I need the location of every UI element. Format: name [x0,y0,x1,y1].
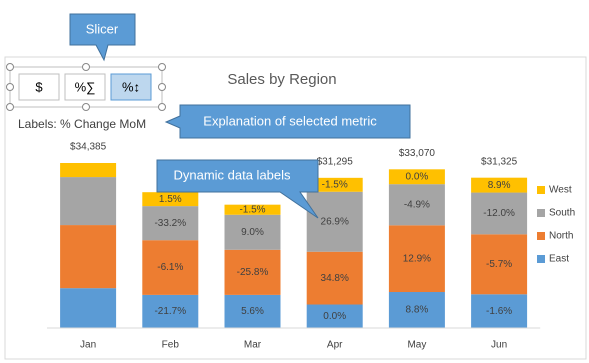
bar-segment [60,288,117,328]
total-label: $34,385 [70,142,107,153]
slicer-button[interactable] [18,73,60,101]
slicer-button[interactable] [64,73,106,101]
total-label: $33,070 [399,148,436,159]
handle [6,83,14,91]
bar-segment [306,304,363,328]
bar-segment [224,214,281,250]
slicer-button-label[interactable]: $ [35,79,43,94]
x-tick-label: Feb [162,340,180,351]
handle [6,103,14,111]
data-label: -12.0% [483,208,515,219]
legend-label: West [549,185,572,196]
handle [82,103,90,111]
bar-segment [388,225,445,293]
bar-segment [388,184,445,226]
callouts: Slicer Explanation of selected metric Dy… [69,13,411,219]
bar-segment [306,177,363,192]
callout-shape [156,159,319,219]
data-label: 34.8% [321,273,349,284]
x-tick-label: Mar [244,340,262,351]
data-label: -21.7% [154,306,186,317]
data-label: 9.0% [241,227,264,238]
x-tick-label: Jun [491,340,507,351]
data-label: -1.6% [486,306,512,317]
data-label: -6.1% [157,262,183,273]
bar-segment [306,191,363,252]
data-label: -4.9% [404,199,430,210]
callout-shape [69,13,136,62]
x-tick-label: Apr [327,340,343,351]
slicer-button[interactable] [110,73,152,101]
callout-shape [164,104,411,139]
handle [158,63,166,71]
subtitle: Labels: % Change MoM [18,117,146,131]
bar-segment [388,169,445,185]
total-label: $31,325 [481,156,518,167]
bar-segment [224,294,281,328]
data-label: -1.5% [239,204,265,215]
data-label: 26.9% [321,216,349,227]
bar-segment [142,294,199,328]
handle [6,63,14,71]
bar-segment [142,206,199,241]
callout: Explanation of selected metric [203,113,377,128]
slicer: $ %∑ %↕ [6,63,166,111]
data-label: -25.8% [237,267,269,278]
slicer-button-label[interactable]: %↕ [122,79,140,94]
data-label: 5.6% [241,306,264,317]
legend-label: East [549,254,569,265]
bar-segment [388,292,445,328]
legend-swatch [537,209,545,217]
handle [158,103,166,111]
bar-segment [224,249,281,295]
legend-label: North [549,231,573,242]
data-label: 0.0% [406,171,429,182]
data-label: 8.9% [488,180,511,191]
chart-title: Sales by Region [227,71,336,88]
bar-segment [471,234,528,295]
x-tick-label: Jan [80,340,96,351]
data-label: -33.2% [154,218,186,229]
bar-segment [471,177,528,193]
bar-segment [471,294,528,328]
bar-segment [224,204,281,215]
total-label: $31,295 [317,156,354,167]
legend-swatch [537,255,545,263]
bar-segment [60,177,117,226]
data-label: -5.7% [486,259,512,270]
callout: Dynamic data labels [173,167,291,182]
handle [82,63,90,71]
legend-swatch [537,186,545,194]
bar-segment [471,192,528,235]
legend-label: South [549,208,575,219]
handle [158,83,166,91]
x-tick-label: May [407,340,426,351]
bar-segment [60,163,117,178]
bar-segment [306,251,363,305]
data-label: 1.5% [159,194,182,205]
data-label: 12.9% [403,253,431,264]
bar-segment [142,240,199,295]
slicer-button-label[interactable]: %∑ [75,79,96,94]
data-label: -1.5% [322,179,348,190]
callout: Slicer [86,21,119,36]
plot: $34,385 Jan -21.7% -6.1% -33.2% 1.5% Feb 5.6% -2… [47,142,575,351]
bar-segment [142,192,199,207]
data-label: 0.0% [323,311,346,322]
data-label: 8.8% [406,305,429,316]
bar-segment [60,225,117,289]
legend-swatch [537,232,545,240]
